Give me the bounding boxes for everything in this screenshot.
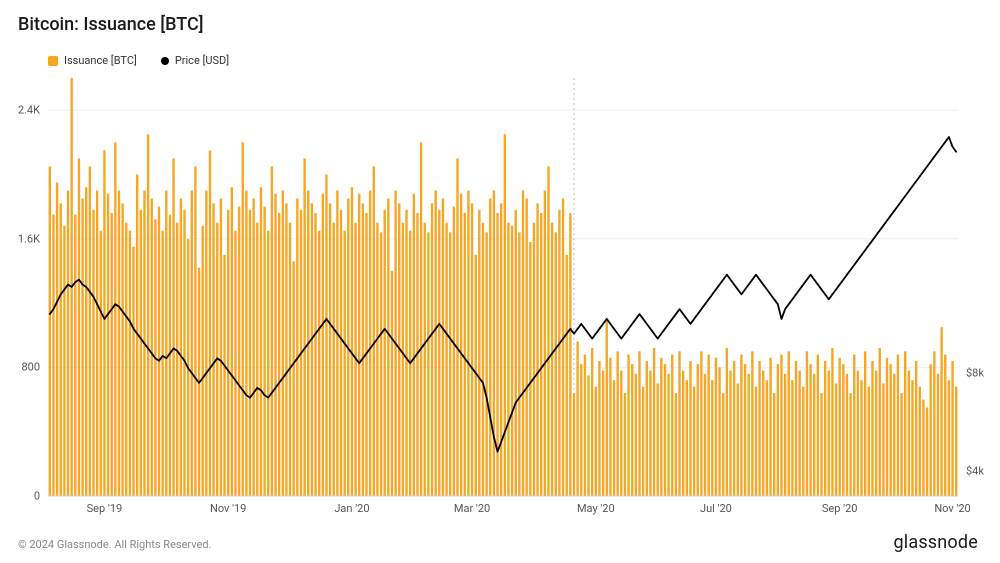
legend: Issuance [BTC] Price [USD]: [48, 54, 229, 67]
y-right-tick-label: $4k: [958, 465, 984, 478]
x-tick-label: Mar '20: [454, 496, 490, 515]
brand-logo: glassnode: [893, 532, 978, 553]
x-tick-label: Sep '20: [822, 496, 858, 515]
legend-swatch-bars: [48, 56, 58, 66]
x-tick-label: Sep '19: [87, 496, 123, 515]
chart-svg: [48, 78, 958, 496]
legend-item-price: Price [USD]: [161, 54, 229, 67]
y-left-tick-label: 2.4K: [18, 104, 48, 117]
x-tick-label: May '20: [577, 496, 615, 515]
x-tick-label: Jul '20: [700, 496, 732, 515]
y-left-tick-label: 1.6K: [18, 232, 48, 245]
y-left-tick-label: 800: [21, 361, 48, 374]
copyright-text: © 2024 Glassnode. All Rights Reserved.: [18, 538, 211, 551]
legend-label-bars: Issuance [BTC]: [64, 54, 137, 67]
y-left-tick-label: 0: [34, 490, 48, 503]
legend-item-issuance: Issuance [BTC]: [48, 54, 137, 67]
x-tick-label: Nov '20: [934, 496, 970, 515]
legend-swatch-line: [161, 57, 169, 65]
legend-label-line: Price [USD]: [175, 54, 229, 67]
x-tick-label: Jan '20: [334, 496, 369, 515]
x-tick-label: Nov '19: [210, 496, 246, 515]
chart-title: Bitcoin: Issuance [BTC]: [18, 14, 204, 35]
chart-area: 08001.6K2.4K$4k$8kSep '19Nov '19Jan '20M…: [48, 78, 958, 496]
y-right-tick-label: $8k: [958, 367, 984, 380]
